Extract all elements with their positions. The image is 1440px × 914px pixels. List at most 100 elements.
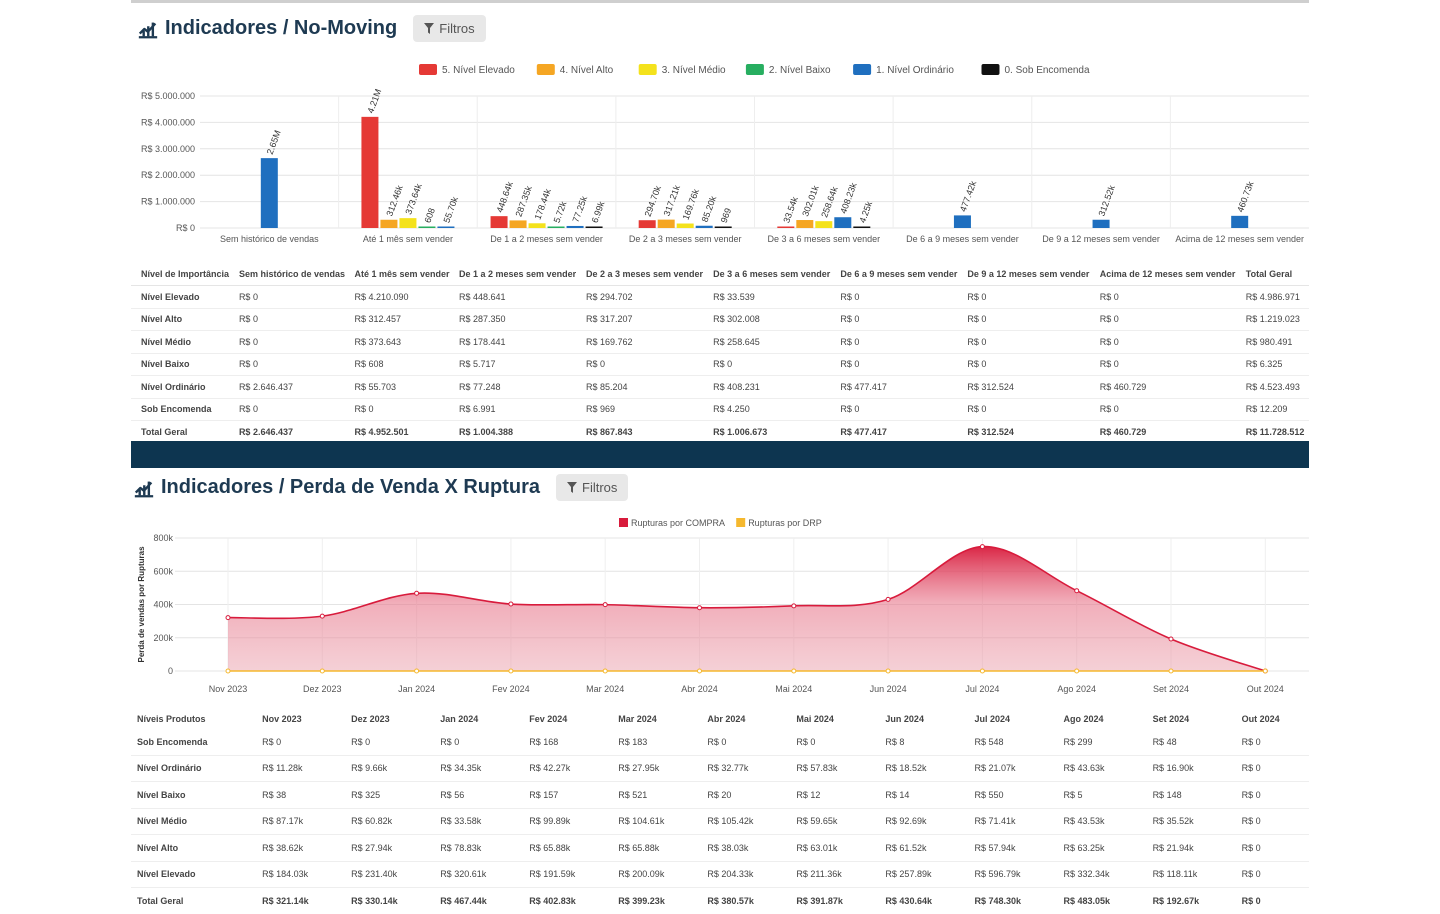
table-cell: R$ 169.762 xyxy=(577,330,706,354)
table-cell: R$ 1.006.673 xyxy=(713,426,768,437)
table-cell: R$ 483.05k xyxy=(1063,895,1111,906)
data-point xyxy=(697,668,702,674)
column-header[interactable]: Nov 2023 xyxy=(262,714,302,724)
y-tick-label: R$ 5.000.000 xyxy=(141,91,195,101)
data-label: 408.23k xyxy=(838,181,859,215)
table-cell: R$ 312.524 xyxy=(959,375,1092,399)
table-cell: R$ 21.94k xyxy=(1146,834,1236,862)
column-header[interactable]: De 1 a 2 meses sem vender xyxy=(451,263,578,286)
bar xyxy=(380,219,398,228)
data-point xyxy=(1262,668,1268,674)
table-cell: R$ 0 xyxy=(1091,308,1238,331)
table-cell: R$ 4.952.501 xyxy=(354,426,409,437)
data-label: 302.01k xyxy=(800,184,821,218)
table-cell: R$ 63.25k xyxy=(1057,834,1147,862)
column-header[interactable]: Níveis Produtos xyxy=(137,714,206,724)
data-point xyxy=(791,668,797,674)
table-cell: R$ 0 xyxy=(959,398,1092,421)
column-header[interactable]: De 3 a 6 meses sem vender xyxy=(705,263,833,286)
row-label: Sob Encomenda xyxy=(131,729,257,756)
table-cell: R$ 0 xyxy=(959,285,1092,309)
column-header[interactable]: Fev 2024 xyxy=(529,714,568,724)
table-cell: R$ 608 xyxy=(346,353,451,376)
column-header[interactable]: De 2 a 3 meses sem vender xyxy=(577,263,706,286)
table-cell: R$ 184.03k xyxy=(256,861,346,888)
table-cell: R$ 0 xyxy=(1091,285,1238,309)
filter-button[interactable]: Filtros xyxy=(413,15,486,42)
x-tick-label: Sem histórico de vendas xyxy=(220,234,319,244)
table-cell: R$ 5.717 xyxy=(451,353,578,376)
column-header[interactable]: Mar 2024 xyxy=(618,714,657,724)
chart-icon xyxy=(134,481,154,497)
column-header[interactable]: Mai 2024 xyxy=(796,714,834,724)
data-point xyxy=(319,668,325,674)
column-header[interactable]: Nível de Importância xyxy=(131,263,231,286)
row-label: Nível Baixo xyxy=(131,353,231,376)
column-header[interactable]: De 9 a 12 meses sem vender xyxy=(959,263,1092,286)
column-header[interactable]: Jul 2024 xyxy=(974,714,1010,724)
legend-label: 3. Nível Médio xyxy=(662,65,726,76)
table-cell: R$ 204.33k xyxy=(701,861,791,888)
table-cell: R$ 402.83k xyxy=(529,895,576,906)
table-cell: R$ 4.523.493 xyxy=(1237,375,1309,399)
column-header[interactable]: Abr 2024 xyxy=(707,714,746,724)
column-header[interactable]: Ago 2024 xyxy=(1063,714,1104,724)
table-cell: R$ 16.90k xyxy=(1146,755,1236,782)
filter-button[interactable]: Filtros xyxy=(556,474,629,501)
column-header[interactable]: Total Geral xyxy=(1237,263,1309,286)
row-label: Nível Médio xyxy=(131,808,257,835)
table-cell: R$ 42.27k xyxy=(523,755,613,782)
table-cell: R$ 0 xyxy=(705,353,833,376)
column-header[interactable]: Até 1 mês sem vender xyxy=(346,263,451,286)
row-label: Nível Baixo xyxy=(131,781,257,809)
bar xyxy=(1092,219,1110,228)
row-label: Total Geral xyxy=(141,426,188,437)
column-header[interactable]: Sem histórico de vendas xyxy=(230,263,347,286)
bar xyxy=(547,226,565,228)
table-cell: R$ 38.62k xyxy=(256,834,346,862)
table-cell: R$ 59.65k xyxy=(790,808,880,835)
data-label: 969 xyxy=(719,207,734,225)
column-header[interactable]: Jun 2024 xyxy=(885,714,924,724)
table-cell: R$ 85.204 xyxy=(577,375,706,399)
legend-label: Rupturas por COMPRA xyxy=(631,518,725,528)
table-cell: R$ 550 xyxy=(968,781,1058,809)
perda-table: Níveis Produtos Nov 2023 Dez 2023 Jan 2024 F… xyxy=(131,709,1309,914)
y-tick-label: R$ 4.000.000 xyxy=(141,117,195,127)
table-cell: R$ 408.231 xyxy=(705,375,833,399)
column-header[interactable]: Acima de 12 meses sem vender xyxy=(1091,263,1238,286)
x-tick-label: Jul 2024 xyxy=(965,684,999,694)
bar xyxy=(528,223,546,228)
table-cell: R$ 63.01k xyxy=(790,834,880,862)
table-row: Nível Alto R$ 38.62k R$ 27.94k R$ 78.83k R$ … xyxy=(131,834,1309,862)
data-point xyxy=(697,605,702,611)
table-cell: R$ 57.94k xyxy=(968,834,1058,862)
table-header-row: Níveis Produtos Nov 2023 Dez 2023 Jan 2024 F… xyxy=(131,709,1309,729)
y-axis-label: Perda de vendas por Rupturas xyxy=(137,546,146,663)
table-cell: R$ 38.03k xyxy=(701,834,791,862)
bar xyxy=(695,225,713,228)
data-label: 448.64k xyxy=(495,180,516,214)
table-cell: R$ 14 xyxy=(879,781,969,809)
bar xyxy=(853,226,871,228)
perda-area-chart: Rupturas por COMPRA Rupturas por DRP Perda… xyxy=(137,518,1309,694)
column-header[interactable]: Jan 2024 xyxy=(440,714,479,724)
column-header[interactable]: Out 2024 xyxy=(1241,714,1280,724)
row-label: Nível Ordinário xyxy=(131,375,231,399)
data-point xyxy=(979,544,985,550)
table-cell: R$ 0 xyxy=(832,285,960,309)
table-cell: R$ 521 xyxy=(612,781,702,809)
data-label: 294.70k xyxy=(643,184,664,218)
table-cell: R$ 294.702 xyxy=(577,285,706,309)
table-cell: R$ 0 xyxy=(832,308,960,331)
table-cell: R$ 0 xyxy=(230,308,347,331)
table-cell: R$ 178.441 xyxy=(451,330,578,354)
column-header[interactable]: Set 2024 xyxy=(1152,714,1190,724)
legend-swatch xyxy=(853,64,872,75)
column-header[interactable]: De 6 a 9 meses sem vender xyxy=(832,263,960,286)
table-cell: R$ 0 xyxy=(1241,895,1261,906)
column-header[interactable]: Dez 2023 xyxy=(351,714,390,724)
x-tick-label: Acima de 12 meses sem vender xyxy=(1175,234,1304,244)
data-label: 317.21k xyxy=(662,183,683,217)
x-tick-label: Até 1 mês sem vender xyxy=(363,234,453,244)
